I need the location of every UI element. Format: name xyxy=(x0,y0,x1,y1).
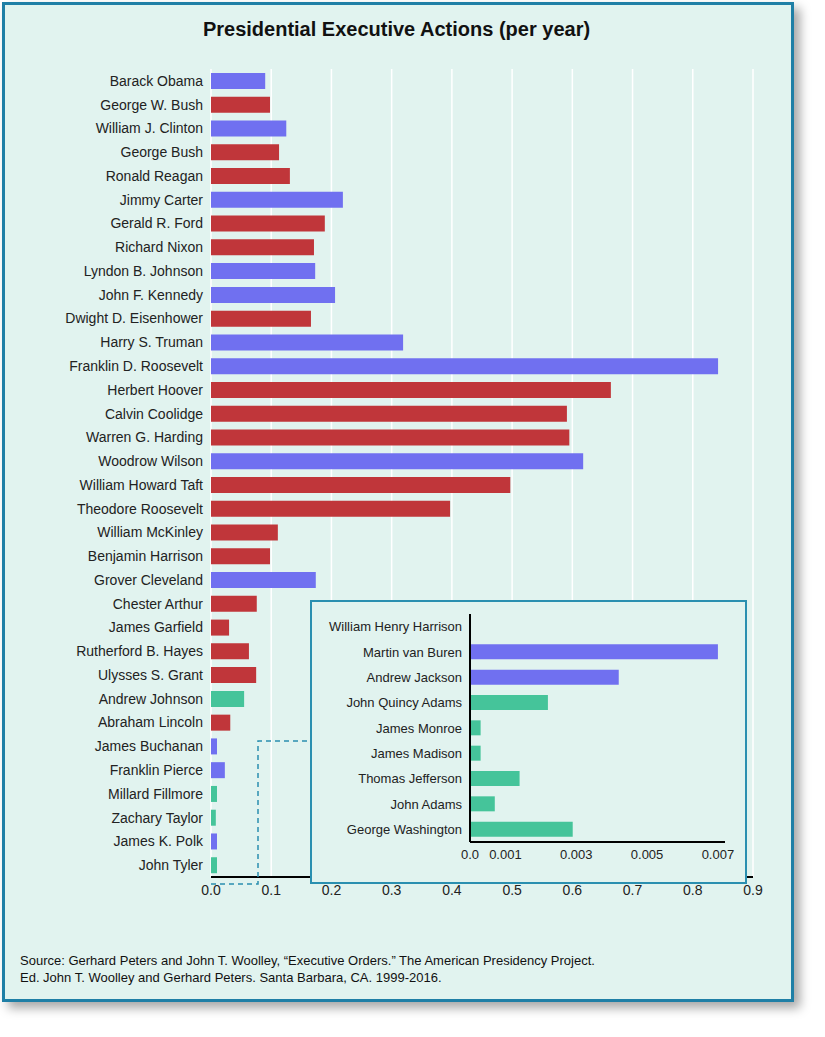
html-text:Ed. John T. Woolley and Gerhar: Ed. John T. Woolley and Gerhard Peters. … xyxy=(20,970,442,985)
svg-text:Franklin Pierce: Franklin Pierce xyxy=(110,762,204,778)
svg-text:0.8: 0.8 xyxy=(683,882,703,898)
svg-text:Harry S. Truman: Harry S. Truman xyxy=(100,334,203,350)
svg-text:John Adams: John Adams xyxy=(390,797,462,812)
svg-text:James Buchanan: James Buchanan xyxy=(95,738,203,754)
svg-text:Calvin Coolidge: Calvin Coolidge xyxy=(105,406,203,422)
svg-text:James K. Polk: James K. Polk xyxy=(114,833,204,849)
svg-text:Benjamin Harrison: Benjamin Harrison xyxy=(88,548,203,564)
svg-text:William J. Clinton: William J. Clinton xyxy=(96,120,203,136)
html-text:Source: Gerhard Peters and Joh: Source: Gerhard Peters and John T. Wooll… xyxy=(20,953,595,968)
svg-text:Lyndon B. Johnson: Lyndon B. Johnson xyxy=(84,263,203,279)
svg-text:0.6: 0.6 xyxy=(563,882,583,898)
svg-text:0.007: 0.007 xyxy=(702,847,735,862)
svg-text:0.005: 0.005 xyxy=(631,847,664,862)
svg-text:0.3: 0.3 xyxy=(382,882,402,898)
svg-text:George Bush: George Bush xyxy=(121,144,204,160)
svg-text:Warren G. Harding: Warren G. Harding xyxy=(86,429,203,445)
svg-text:James Madison: James Madison xyxy=(371,746,462,761)
svg-text:Ronald Reagan: Ronald Reagan xyxy=(106,168,203,184)
svg-text:Millard Fillmore: Millard Fillmore xyxy=(108,786,203,802)
svg-text:Dwight D. Eisenhower: Dwight D. Eisenhower xyxy=(65,310,203,326)
svg-text:James Monroe: James Monroe xyxy=(376,721,462,736)
svg-text:William Henry Harrison: William Henry Harrison xyxy=(329,619,462,634)
svg-text:0.2: 0.2 xyxy=(322,882,342,898)
svg-text:Andrew Jackson: Andrew Jackson xyxy=(367,670,462,685)
svg-text:Grover Cleveland: Grover Cleveland xyxy=(94,572,203,588)
svg-text:Chester Arthur: Chester Arthur xyxy=(113,596,204,612)
svg-text:Woodrow Wilson: Woodrow Wilson xyxy=(98,453,203,469)
svg-text:John Tyler: John Tyler xyxy=(139,857,204,873)
svg-text:0.9: 0.9 xyxy=(743,882,763,898)
svg-text:0.001: 0.001 xyxy=(489,847,522,862)
svg-text:Barack Obama: Barack Obama xyxy=(110,73,204,89)
svg-text:Theodore Roosevelt: Theodore Roosevelt xyxy=(77,501,203,517)
svg-text:Martin van Buren: Martin van Buren xyxy=(363,645,462,660)
svg-text:Herbert Hoover: Herbert Hoover xyxy=(107,382,203,398)
svg-text:Gerald R. Ford: Gerald R. Ford xyxy=(110,215,203,231)
svg-text:Ulysses S. Grant: Ulysses S. Grant xyxy=(98,667,203,683)
svg-text:Zachary Taylor: Zachary Taylor xyxy=(111,810,203,826)
svg-text:Abraham Lincoln: Abraham Lincoln xyxy=(98,714,203,730)
html-text:Presidential Executive Actions: Presidential Executive Actions (per year… xyxy=(202,18,591,40)
svg-text:George Washington: George Washington xyxy=(347,822,462,837)
svg-text:Thomas Jefferson: Thomas Jefferson xyxy=(358,771,462,786)
svg-text:0.0: 0.0 xyxy=(461,847,479,862)
svg-text:0.4: 0.4 xyxy=(442,882,462,898)
svg-text:Rutherford B. Hayes: Rutherford B. Hayes xyxy=(76,643,203,659)
svg-text:Andrew Johnson: Andrew Johnson xyxy=(99,691,203,707)
svg-text:0.7: 0.7 xyxy=(623,882,643,898)
svg-text:James Garfield: James Garfield xyxy=(109,619,203,635)
svg-text:John F. Kennedy: John F. Kennedy xyxy=(99,287,203,303)
svg-text:William Howard Taft: William Howard Taft xyxy=(80,477,204,493)
svg-text:0.0: 0.0 xyxy=(201,882,221,898)
svg-text:Jimmy Carter: Jimmy Carter xyxy=(120,192,204,208)
svg-text:John Quincy Adams: John Quincy Adams xyxy=(346,695,462,710)
svg-text:William McKinley: William McKinley xyxy=(97,524,203,540)
svg-text:0.003: 0.003 xyxy=(560,847,593,862)
svg-text:Richard Nixon: Richard Nixon xyxy=(115,239,203,255)
svg-text:0.1: 0.1 xyxy=(261,882,281,898)
svg-text:George W. Bush: George W. Bush xyxy=(100,97,203,113)
svg-text:Franklin D. Roosevelt: Franklin D. Roosevelt xyxy=(69,358,203,374)
svg-text:0.5: 0.5 xyxy=(502,882,522,898)
